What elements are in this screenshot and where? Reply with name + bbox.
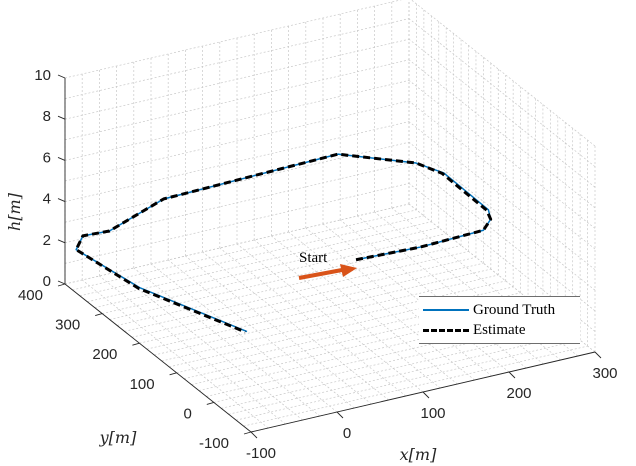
trajectory-lines bbox=[74, 152, 493, 334]
legend: Ground Truth Estimate bbox=[419, 296, 580, 344]
svg-text:400: 400 bbox=[18, 287, 43, 304]
svg-text:100: 100 bbox=[130, 376, 155, 393]
svg-text:4: 4 bbox=[43, 191, 51, 208]
estimate-line bbox=[74, 152, 493, 334]
start-annotation: Start bbox=[299, 250, 328, 266]
svg-text:300: 300 bbox=[55, 317, 80, 334]
solid-line-icon bbox=[423, 309, 469, 311]
svg-text:2: 2 bbox=[43, 232, 51, 249]
svg-text:100: 100 bbox=[420, 405, 445, 422]
svg-text:300: 300 bbox=[592, 365, 617, 382]
svg-text:0: 0 bbox=[43, 273, 51, 290]
svg-text:6: 6 bbox=[43, 149, 51, 166]
svg-text:200: 200 bbox=[506, 385, 531, 402]
axes bbox=[57, 74, 602, 439]
legend-item-estimate: Estimate bbox=[423, 321, 526, 339]
dashed-line-icon bbox=[423, 328, 469, 332]
svg-text:-100: -100 bbox=[246, 445, 276, 462]
y-axis-label: y[m] bbox=[99, 428, 137, 447]
svg-text:0: 0 bbox=[183, 405, 191, 422]
x-axis-label: x[m] bbox=[400, 445, 437, 464]
legend-label: Ground Truth bbox=[473, 301, 556, 318]
start-arrow-icon bbox=[298, 264, 357, 280]
svg-text:10: 10 bbox=[34, 67, 51, 84]
svg-text:-100: -100 bbox=[199, 435, 229, 452]
svg-text:0: 0 bbox=[343, 425, 351, 442]
grid-lines bbox=[64, 0, 596, 433]
legend-label: Estimate bbox=[473, 321, 526, 338]
svg-text:8: 8 bbox=[43, 108, 51, 125]
svg-text:200: 200 bbox=[92, 346, 117, 363]
legend-item-ground-truth: Ground Truth bbox=[423, 301, 555, 319]
z-axis-label: h[m] bbox=[5, 192, 24, 231]
